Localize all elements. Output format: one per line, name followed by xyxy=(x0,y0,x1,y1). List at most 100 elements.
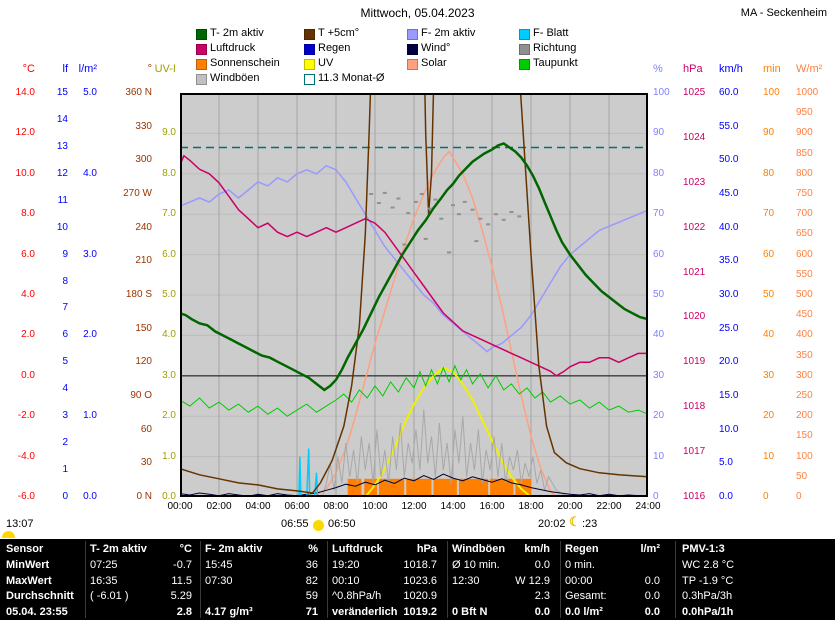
legend-swatch-solar xyxy=(407,59,418,70)
time-tick-label: 18:00 xyxy=(518,501,544,512)
sunshine-bar xyxy=(378,478,405,497)
axis-label-rain: 5.0 xyxy=(83,87,97,98)
sunset-time: 20:02 xyxy=(538,518,566,530)
legend-swatch-fblatt xyxy=(519,29,530,40)
legend-swatch-f2m xyxy=(407,29,418,40)
axis-label-temp: 4.0 xyxy=(21,289,35,300)
legend-label-monat: 11.3 Monat-Ø xyxy=(318,72,385,84)
series-f2m xyxy=(180,164,648,353)
sunshine-bar xyxy=(490,478,514,497)
table-cell: 07:25 xyxy=(90,559,118,571)
axis-unit-lf: lf xyxy=(62,63,69,75)
axis-label-temp: 14.0 xyxy=(15,87,35,98)
axis-label-min: 10 xyxy=(763,451,775,462)
axis-label-uv: 9.0 xyxy=(162,127,176,138)
axis-label-lf: 10 xyxy=(56,222,68,233)
axis-label-kmh: 50.0 xyxy=(719,154,739,165)
time-tick-label: 02:00 xyxy=(206,501,232,512)
axis-label-wm2: 850 xyxy=(796,148,813,159)
table-cell-value: 5.29 xyxy=(170,590,192,602)
sunrise-alt-time: 06:50 xyxy=(328,518,356,530)
legend-label-solar: Solar xyxy=(421,57,447,69)
axis-label-uv: 6.0 xyxy=(162,249,176,260)
axis-label-hpa: 1019 xyxy=(683,356,706,367)
axis-label-pct: 30 xyxy=(653,370,665,381)
axis-label-min: 100 xyxy=(763,87,780,98)
axis-label-wm2: 50 xyxy=(796,471,808,482)
axis-label-dir: 30 xyxy=(140,457,152,468)
axis-unit-wm2: W/m² xyxy=(796,63,823,75)
table-cell-value: 0.0 xyxy=(534,559,550,571)
axis-label-hpa: 1025 xyxy=(683,87,706,98)
axis-label-wm2: 100 xyxy=(796,451,813,462)
series-taupunkt xyxy=(180,364,648,417)
axis-label-min: 40 xyxy=(763,329,775,340)
axis-label-kmh: 35.0 xyxy=(719,255,739,266)
table-cell: 00:00 xyxy=(565,575,593,587)
time-tick-label: 00:00 xyxy=(167,501,193,512)
axis-label-kmh: 60.0 xyxy=(719,87,739,98)
direction-dot xyxy=(433,198,438,201)
axis-label-wm2: 500 xyxy=(796,289,813,300)
legend-swatch-t5cm xyxy=(304,29,315,40)
table-cell: 0 min. xyxy=(565,559,595,571)
axis-unit-temp: °C xyxy=(22,63,35,75)
axis-label-dir: 120 xyxy=(135,356,152,367)
direction-dot xyxy=(423,237,428,240)
axis-label-rain: 3.0 xyxy=(83,249,97,260)
series-luftdruck xyxy=(180,154,648,377)
axis-label-kmh: 0.0 xyxy=(719,491,733,502)
table-cell-value: 36 xyxy=(305,559,318,571)
moonrise-time: :23 xyxy=(582,518,598,530)
axis-label-pct: 100 xyxy=(653,87,670,98)
axis-label-lf: 3 xyxy=(62,410,68,421)
axis-label-uv: 7.0 xyxy=(162,208,176,219)
series-solar xyxy=(312,150,557,497)
axis-label-rain: 1.0 xyxy=(83,410,97,421)
table-cell: ( -6.01 ) xyxy=(90,590,129,602)
axis-label-pct: 50 xyxy=(653,289,665,300)
sunrise-time: 06:55 xyxy=(281,518,309,530)
axis-label-hpa: 1024 xyxy=(683,132,706,143)
axis-label-dir: 0 N xyxy=(136,491,152,502)
legend-swatch-windboeen xyxy=(196,74,207,85)
sun-icon xyxy=(313,520,324,531)
axis-label-lf: 13 xyxy=(56,141,68,152)
axis-label-dir: 90 O xyxy=(130,390,152,401)
legend-swatch-uv xyxy=(304,59,315,70)
legend-label-uv: UV xyxy=(318,57,334,69)
axis-label-hpa: 1018 xyxy=(683,401,706,412)
table-cell-value: -0.7 xyxy=(173,559,192,571)
time-axis: 00:00 02:00 04:00 06:00 08:00 10:00 12:00 14:00… xyxy=(0,501,835,515)
axis-label-temp: 0.0 xyxy=(21,370,35,381)
table-cell-value: 1019.2 xyxy=(403,606,437,618)
legend-swatch-t2m xyxy=(196,29,207,40)
axis-label-kmh: 5.0 xyxy=(719,457,733,468)
axis-label-wm2: 950 xyxy=(796,107,813,118)
axis-label-uv: 4.0 xyxy=(162,329,176,340)
axis-label-wm2: 600 xyxy=(796,249,813,260)
legend-swatch-sonnenschein xyxy=(196,59,207,70)
direction-dot xyxy=(462,200,467,203)
direction-dot xyxy=(470,208,475,211)
axis-unit-hpa: hPa xyxy=(683,63,703,75)
table-header: PMV-1:3 xyxy=(682,543,725,555)
table-row-label: Durchschnitt xyxy=(6,590,74,602)
direction-dot xyxy=(447,251,452,254)
table-cell: ^0.8hPa/h xyxy=(332,590,382,602)
axis-label-kmh: 10.0 xyxy=(719,424,739,435)
table-row-label: 05.04. 23:55 xyxy=(6,606,68,618)
legend-label-richtung: Richtung xyxy=(533,42,577,54)
sunshine-bar xyxy=(458,478,489,497)
table-cell: WC 2.8 °C xyxy=(682,559,735,571)
axis-label-hpa: 1021 xyxy=(683,267,706,278)
axis-label-lf: 12 xyxy=(56,168,68,179)
direction-dot xyxy=(456,213,461,216)
table-cell: 4.17 g/m³ xyxy=(205,606,253,618)
sunshine-bar xyxy=(364,478,377,497)
axis-label-temp: -4.0 xyxy=(17,451,35,462)
table-header: Regen xyxy=(565,543,599,555)
sunshine-bar xyxy=(347,478,362,497)
time-tick-label: 24:00 xyxy=(635,501,661,512)
table-cell: 16:35 xyxy=(90,575,118,587)
